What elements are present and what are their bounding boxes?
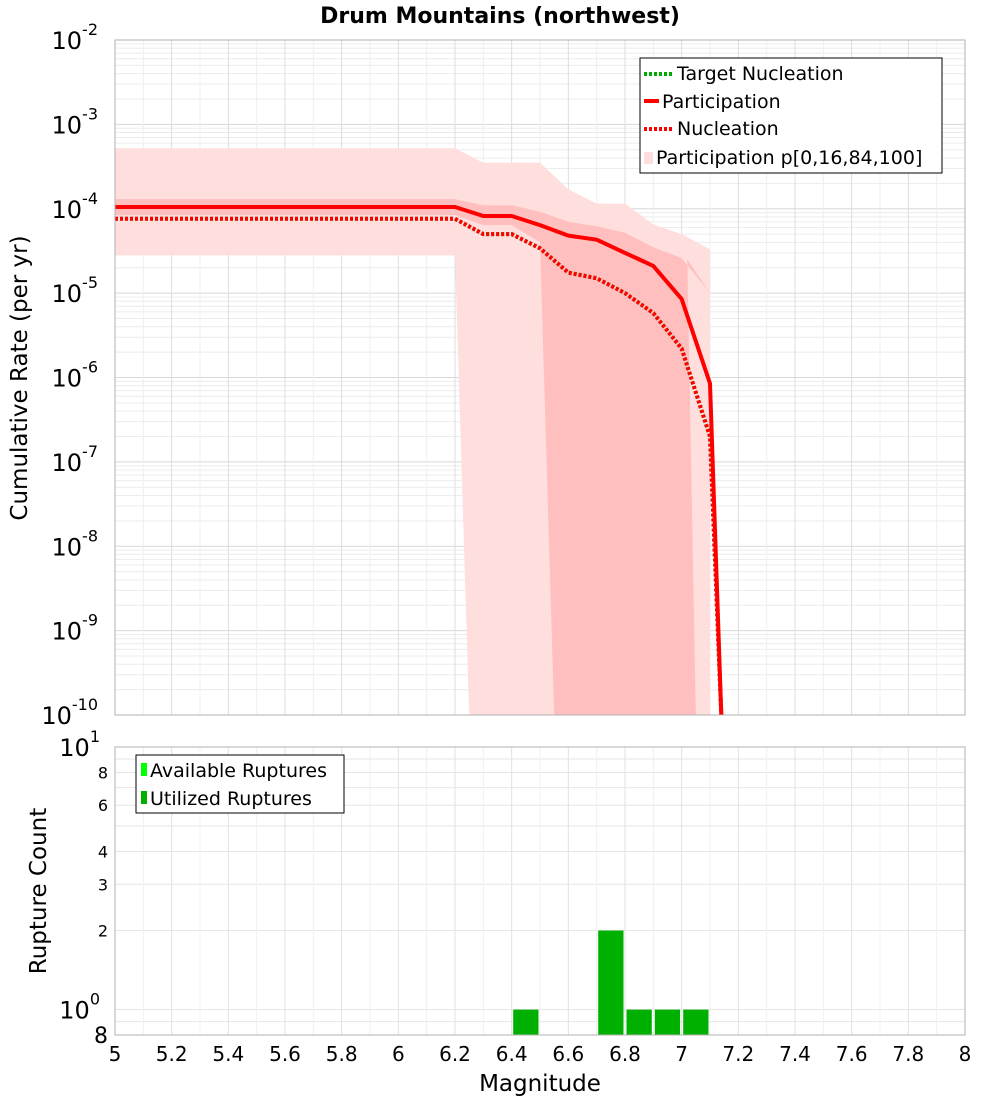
rupture-count-bar (513, 1009, 539, 1035)
chart-title: Drum Mountains (northwest) (320, 4, 680, 29)
count-y-tick-label: 4 (98, 842, 108, 861)
x-tick-label: 7.2 (722, 1042, 754, 1066)
count-bars (513, 930, 709, 1035)
rupture-count-bar (683, 1009, 709, 1035)
legend-swatch-utilized-ruptures (141, 791, 147, 804)
rate-y-tick-exponent: -5 (82, 273, 98, 292)
x-tick-label: 7 (675, 1042, 688, 1066)
legend-label-participation-band: Participation p[0,16,84,100] (656, 147, 922, 169)
rate-y-tick-exponent: -2 (82, 20, 98, 39)
x-tick-label: 6.6 (552, 1042, 584, 1066)
x-tick-label: 5.6 (269, 1042, 301, 1066)
rate-legend: Target Nucleation Participation Nucleati… (639, 57, 943, 174)
x-tick-label: 6.2 (439, 1042, 471, 1066)
rate-y-tick-exponent: -6 (82, 358, 98, 377)
rate-y-tick-exponent: -8 (82, 526, 98, 545)
x-tick-label: 8 (959, 1042, 972, 1066)
rate-y-tick-exponent: -7 (82, 442, 98, 461)
x-tick-label: 7.6 (836, 1042, 868, 1066)
legend-swatch-participation-band (644, 152, 653, 164)
count-y-tick-exponent: 1 (90, 727, 100, 746)
count-y-tick-label: 6 (98, 796, 108, 815)
participation-line (115, 205, 724, 716)
count-x-ticks: 5 5.2 5.4 5.6 5.8 6 6.2 6.4 6.6 6.8 7 7.2 7.4 7.6 7.8 8 (109, 1042, 972, 1066)
count-y-tick-exponent: 0 (90, 990, 100, 1009)
count-y-tick-label: 2 (98, 922, 108, 941)
x-axis-label: Magnitude (479, 1071, 601, 1097)
rate-lines (115, 205, 724, 716)
x-tick-label: 7.4 (779, 1042, 811, 1066)
rate-y-tick-exponent: -9 (82, 611, 98, 630)
rate-bands (115, 148, 710, 716)
rupture-count-bar (598, 930, 624, 1035)
x-tick-label: 5.4 (212, 1042, 244, 1066)
rupture-count-bar (626, 1009, 652, 1035)
x-tick-label: 5 (109, 1042, 122, 1066)
legend-swatch-available-ruptures (141, 763, 147, 776)
count-y-tick-label: 8 (98, 763, 108, 782)
legend-label-nucleation: Nucleation (677, 118, 779, 140)
count-y-tick-label: 3 (98, 875, 108, 894)
count-y-tick-label: 8 (94, 1024, 108, 1049)
rate-legend-box (639, 57, 943, 174)
count-legend-box (135, 754, 345, 814)
participation-band-inner (115, 199, 710, 716)
x-tick-label: 6 (392, 1042, 405, 1066)
rate-y-tick-exponent: -3 (82, 104, 98, 123)
legend-label-participation: Participation (662, 91, 781, 113)
x-tick-label: 5.8 (326, 1042, 358, 1066)
x-tick-label: 5.2 (156, 1042, 188, 1066)
legend-label-utilized-ruptures: Utilized Ruptures (150, 788, 312, 810)
count-y-axis-label: Rupture Count (26, 808, 52, 974)
x-tick-label: 7.8 (892, 1042, 924, 1066)
legend-label-target-nucleation: Target Nucleation (676, 63, 844, 85)
rate-y-axis-label: Cumulative Rate (per yr) (7, 235, 33, 520)
count-legend: Available Ruptures Utilized Ruptures (135, 754, 345, 814)
rate-y-tick-exponent: -10 (72, 695, 98, 714)
rate-y-tick-exponent: -4 (82, 189, 98, 208)
x-tick-label: 6.4 (496, 1042, 528, 1066)
rate-plot-frame (114, 39, 966, 716)
x-tick-label: 6.8 (609, 1042, 641, 1066)
nucleation-line (115, 216, 724, 716)
rupture-count-bar (654, 1009, 681, 1035)
legend-label-available-ruptures: Available Ruptures (150, 760, 327, 782)
count-plot-frame (114, 746, 966, 1036)
